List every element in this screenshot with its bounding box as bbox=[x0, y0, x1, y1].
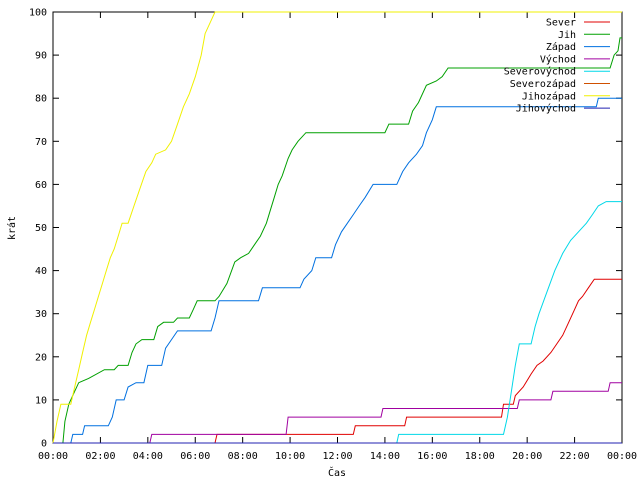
x-tick-label: 18:00 bbox=[465, 451, 495, 462]
x-tick-label: 20:00 bbox=[512, 451, 542, 462]
x-axis-ticks: 00:00 02:00 04:00 06:00 08:00 10:00 12:00 14:00… bbox=[38, 12, 637, 462]
x-tick-label: 00:00 bbox=[38, 451, 68, 462]
x-tick-label: 06:00 bbox=[180, 451, 210, 462]
series-line bbox=[53, 201, 622, 444]
x-tick-label: 22:00 bbox=[560, 451, 590, 462]
x-tick-label: 08:00 bbox=[228, 451, 258, 462]
x-tick-label: 14:00 bbox=[370, 451, 400, 462]
legend-label: Východ bbox=[540, 53, 576, 65]
x-tick-label: 04:00 bbox=[133, 451, 163, 462]
y-tick-label: 20 bbox=[35, 352, 47, 363]
legend-label: Severovýchod bbox=[504, 66, 576, 78]
x-axis-label: Čas bbox=[328, 466, 346, 479]
series-line bbox=[52, 11, 622, 444]
y-axis-label: krát bbox=[6, 216, 18, 240]
y-tick-label: 40 bbox=[35, 266, 47, 277]
y-axis-ticks: 0 10 20 30 40 50 60 70 80 90 100 bbox=[29, 8, 622, 450]
x-tick-label: 12:00 bbox=[322, 451, 352, 462]
legend-label: Západ bbox=[546, 41, 576, 53]
series-line bbox=[53, 278, 622, 444]
x-tick-label: 02:00 bbox=[85, 451, 115, 462]
y-tick-label: 50 bbox=[35, 223, 47, 234]
series-line bbox=[53, 382, 622, 444]
legend-label: Jihovýchod bbox=[516, 103, 576, 115]
x-tick-label: 16:00 bbox=[417, 451, 447, 462]
x-tick-label: 10:00 bbox=[275, 451, 305, 462]
y-tick-label: 0 bbox=[41, 439, 47, 450]
y-tick-label: 80 bbox=[35, 94, 47, 105]
legend-label: Jihozápad bbox=[522, 90, 576, 102]
legend: SeverJihZápadVýchodSeverovýchodSeverozáp… bbox=[504, 18, 610, 115]
y-tick-label: 90 bbox=[35, 51, 47, 62]
y-tick-label: 70 bbox=[35, 137, 47, 148]
x-tick-label: 00:00 bbox=[607, 451, 637, 462]
y-tick-label: 30 bbox=[35, 309, 47, 320]
series-lines bbox=[52, 11, 622, 444]
legend-label: Severozápad bbox=[510, 78, 576, 90]
y-tick-label: 10 bbox=[35, 395, 47, 406]
y-tick-label: 100 bbox=[29, 8, 47, 19]
y-tick-label: 60 bbox=[35, 180, 47, 191]
legend-label: Jih bbox=[558, 30, 576, 41]
series-line bbox=[53, 37, 622, 444]
series-line bbox=[53, 97, 622, 444]
legend-label: Sever bbox=[546, 18, 576, 29]
